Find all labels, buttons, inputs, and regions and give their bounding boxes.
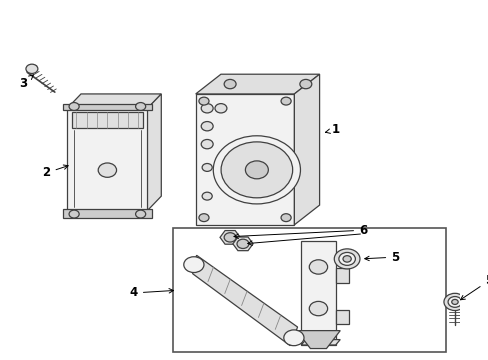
Bar [62,104,152,110]
Circle shape [308,260,327,274]
Polygon shape [220,230,240,244]
Circle shape [451,300,457,305]
Polygon shape [301,339,340,345]
Circle shape [202,192,212,200]
Circle shape [338,252,355,265]
Polygon shape [232,237,253,251]
Text: 6: 6 [233,224,366,238]
Circle shape [221,142,292,198]
Circle shape [135,210,145,218]
Circle shape [443,293,465,311]
Circle shape [69,210,79,218]
Circle shape [26,64,38,73]
Circle shape [342,256,350,262]
Text: 2: 2 [42,165,68,179]
Circle shape [237,239,248,248]
Circle shape [201,122,213,131]
Circle shape [447,297,461,307]
Bar [195,94,294,225]
Circle shape [281,97,290,105]
Circle shape [183,257,203,273]
Polygon shape [147,94,161,211]
Circle shape [69,103,79,111]
Bar [62,209,152,218]
Text: 5: 5 [364,251,399,264]
Circle shape [201,139,213,149]
Bar [72,112,142,128]
Circle shape [199,97,208,105]
Polygon shape [294,74,319,225]
Text: 3: 3 [20,75,33,90]
Bar [67,108,147,211]
Bar [335,310,349,324]
Circle shape [98,163,116,177]
Circle shape [308,301,327,316]
Circle shape [199,214,208,222]
Bar [172,228,445,352]
Circle shape [224,233,236,242]
Circle shape [202,163,212,171]
Text: 5: 5 [460,274,488,300]
Circle shape [299,80,311,89]
Circle shape [334,249,359,269]
Circle shape [283,330,304,346]
Text: 1: 1 [325,123,339,136]
Text: 4: 4 [129,287,173,300]
Circle shape [215,104,226,113]
Circle shape [245,161,268,179]
Polygon shape [195,74,319,94]
Bar [335,268,349,283]
Bar [301,241,335,345]
Polygon shape [67,94,161,108]
Circle shape [281,214,290,222]
Circle shape [135,103,145,111]
Circle shape [224,80,236,89]
Polygon shape [296,330,340,348]
Circle shape [201,104,213,113]
Polygon shape [191,255,297,346]
Circle shape [213,136,300,204]
